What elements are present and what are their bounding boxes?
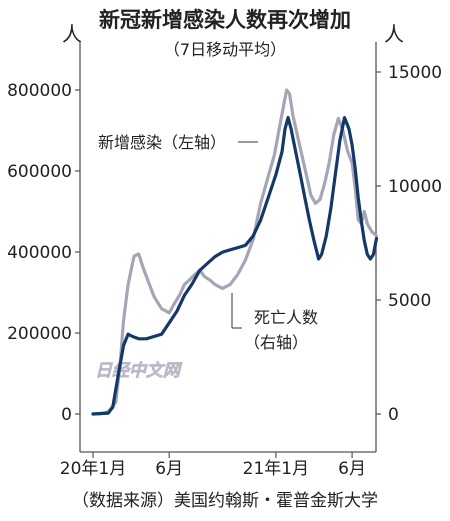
right-tick-label: 5000	[388, 291, 431, 311]
infections-annotation: 新增感染（左轴）	[98, 133, 226, 152]
x-tick-label: 6月	[155, 459, 183, 479]
right-tick-label: 10000	[388, 177, 442, 197]
left-tick-label: 200000	[7, 324, 72, 344]
x-tick-label: 21年1月	[243, 459, 309, 479]
left-tick-label: 400000	[7, 243, 72, 263]
chart-subtitle: （7日移动平均）	[163, 40, 287, 59]
chart-title: 新冠新增感染人数再次增加	[99, 8, 351, 32]
deaths-series-line	[91, 116, 379, 416]
deaths-annotation-line2: （右轴）	[244, 333, 308, 352]
x-tick-label: 20年1月	[60, 459, 126, 479]
left-axis-unit: 人	[62, 22, 82, 46]
right-tick-label: 15000	[388, 63, 442, 83]
x-tick-label: 6月	[338, 459, 366, 479]
left-tick-label: 800000	[7, 81, 72, 101]
watermark: 日经中文网	[95, 361, 183, 381]
right-tick-label: 0	[388, 405, 399, 425]
data-source: （数据来源）美国约翰斯・霍普金斯大学	[72, 491, 378, 511]
deaths-annotation-line1: 死亡人数	[254, 308, 318, 327]
left-tick-label: 0	[61, 405, 72, 425]
left-tick-label: 600000	[7, 162, 72, 182]
right-axis-unit: 人	[384, 22, 404, 46]
